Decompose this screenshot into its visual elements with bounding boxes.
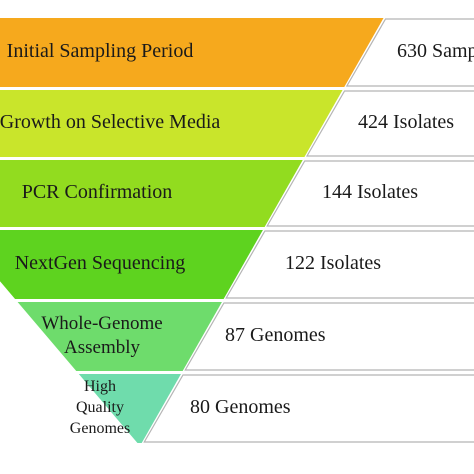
count-label: 630 Samples [397,40,474,62]
funnel-stage [0,230,263,299]
count-label: 122 Isolates [285,252,381,274]
count-box [225,230,474,299]
count-box [345,18,474,87]
count-label: 144 Isolates [322,181,418,203]
stage-label: Growth on Selective Media [0,111,220,133]
count-label: 80 Genomes [190,396,291,418]
count-box [305,90,474,157]
count-label: 87 Genomes [225,324,326,346]
stage-label: Quality [76,399,124,416]
stage-label: NextGen Sequencing [15,252,186,274]
count-box [266,160,474,227]
stage-label: Assembly [64,337,141,358]
count-label: 424 Isolates [358,111,454,133]
count-box [184,302,474,371]
count-box [143,374,474,443]
funnel-stage [0,18,384,87]
stage-label: High [84,378,116,395]
funnel-stage [17,302,222,371]
stage-label: PCR Confirmation [22,181,173,203]
funnel-stage [0,90,343,157]
stage-label: Whole-Genome [41,313,162,334]
funnel-stage [78,374,181,443]
funnel-stage [0,160,303,227]
stage-label: Genomes [70,420,130,437]
stage-label: Initial Sampling Period [7,40,194,62]
